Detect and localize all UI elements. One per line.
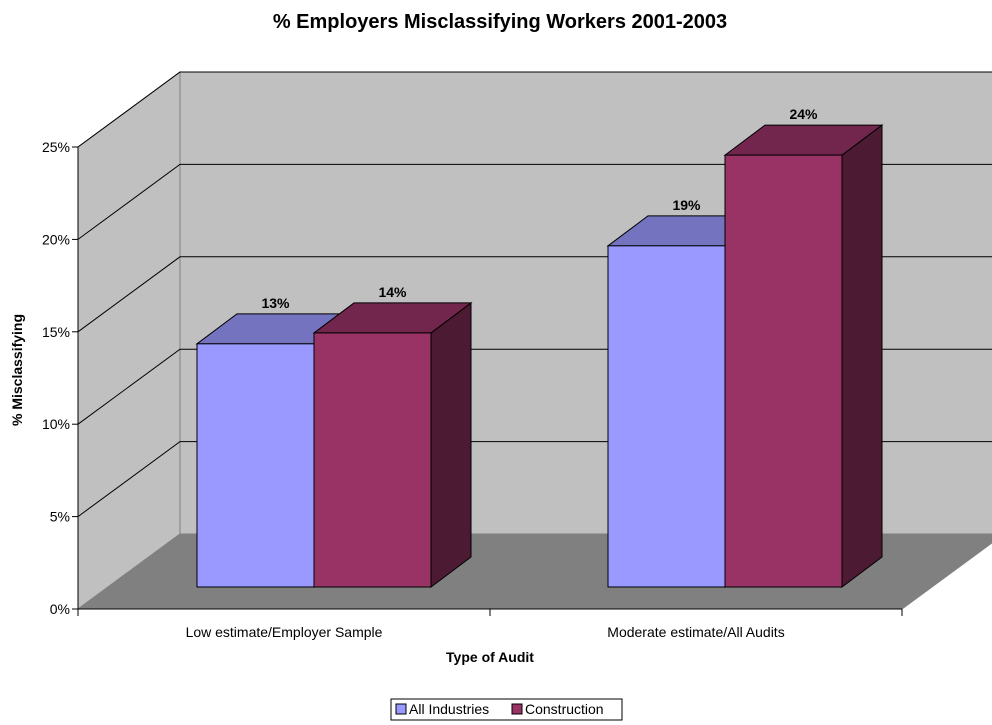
y-tick-label: 5% bbox=[50, 509, 70, 525]
legend-box bbox=[390, 698, 623, 721]
data-label: 19% bbox=[672, 197, 701, 213]
y-tick-label: 20% bbox=[42, 231, 70, 247]
bar bbox=[607, 245, 726, 588]
y-axis-title: % Misclassifying bbox=[9, 314, 25, 426]
data-label: 14% bbox=[378, 284, 407, 300]
bar bbox=[724, 154, 843, 588]
bar bbox=[196, 343, 315, 588]
bar-side bbox=[841, 124, 883, 588]
x-tick-label: Low estimate/Employer Sample bbox=[186, 624, 383, 640]
data-label: 24% bbox=[789, 106, 818, 122]
x-tick-label: Moderate estimate/All Audits bbox=[607, 624, 784, 640]
legend-label: All Industries bbox=[409, 701, 489, 717]
y-tick-label: 15% bbox=[42, 324, 70, 340]
legend-label: Construction bbox=[525, 701, 604, 717]
bar bbox=[313, 332, 432, 588]
legend-swatch bbox=[511, 703, 523, 715]
side-wall bbox=[77, 71, 181, 610]
bars bbox=[195, 124, 884, 588]
data-labels: 13% 14% 19% 24% bbox=[261, 106, 818, 311]
x-axis: Low estimate/Employer Sample Moderate est… bbox=[77, 608, 903, 640]
gridline bbox=[77, 71, 992, 148]
y-tick-label: 10% bbox=[42, 416, 70, 432]
legend-swatch bbox=[395, 703, 407, 715]
chart-title: % Employers Misclassifying Workers 2001-… bbox=[273, 11, 727, 33]
legend: All Industries Construction bbox=[390, 698, 623, 721]
y-axis: 0% 5% 10% 15% 20% 25% bbox=[42, 139, 79, 617]
bar-side bbox=[430, 301, 472, 588]
x-axis-title: Type of Audit bbox=[446, 649, 534, 665]
data-label: 13% bbox=[261, 295, 290, 311]
y-tick-label: 25% bbox=[42, 139, 70, 155]
y-tick-label: 0% bbox=[50, 601, 70, 617]
